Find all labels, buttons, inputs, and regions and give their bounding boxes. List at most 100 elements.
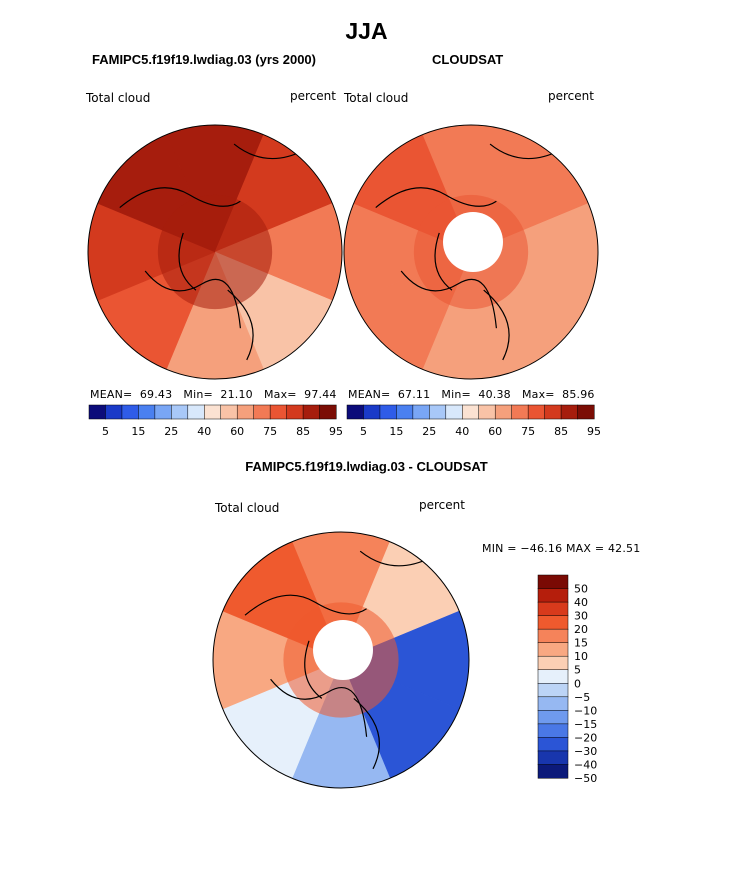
colorbar-swatch (138, 404, 156, 420)
colorbar-tick-label: 50 (574, 583, 588, 596)
colorbar-swatch (537, 750, 569, 766)
diff-units-label: percent (419, 498, 465, 512)
obs-max-label: Max= (521, 388, 555, 401)
colorbar-tick-label: 15 (389, 425, 403, 438)
diff-map (213, 532, 469, 788)
model-variable-label: Total cloud (86, 91, 151, 105)
colorbar-swatch (537, 710, 569, 725)
colorbar-tick-label: 85 (296, 425, 310, 438)
colorbar-tick-label: 40 (574, 596, 588, 609)
colorbar-tick-label: 25 (164, 425, 178, 438)
model-mean-label: MEAN= (90, 388, 133, 401)
colorbar-swatch (346, 404, 365, 420)
colorbar-swatch (544, 404, 562, 420)
colorbar-tick-label: 25 (422, 425, 436, 438)
colorbar-tick-label: −50 (574, 772, 597, 785)
colorbar-tick-label: 15 (131, 425, 145, 438)
colorbar-swatch (88, 404, 107, 420)
colorbar-tick-label: 40 (197, 425, 211, 438)
colorbar-swatch (286, 404, 304, 420)
colorbar-tick-label: −40 (574, 759, 597, 772)
colorbar-tick-label: 30 (574, 610, 588, 623)
obs-units-label: percent (548, 89, 594, 103)
colorbar-tick-label: −15 (574, 718, 597, 731)
colorbar-swatch (537, 723, 569, 738)
obs-panel-title: CLOUDSAT (432, 52, 504, 67)
coastline-1 (144, 270, 241, 329)
coastline-1 (270, 678, 368, 737)
coastline-1 (400, 270, 497, 329)
model-min-label: Min= (183, 388, 213, 401)
colorbar-swatch (511, 404, 529, 420)
model-map-border (87, 124, 343, 380)
colorbar-swatch (121, 404, 139, 420)
model-min-value: 21.10 (220, 388, 253, 401)
colorbar-swatch (105, 404, 123, 420)
coastline-4 (304, 640, 323, 699)
colorbar-swatch (537, 655, 569, 671)
coastline-0 (375, 187, 497, 209)
colorbar-swatch (537, 615, 569, 630)
obs-stats: MEAN= 67.11 Min= 40.38 Max= 85.96 (348, 388, 595, 401)
colorbar-swatch (537, 601, 569, 617)
obs-colorbar: 5 15 25 40 60 75 85 95 (346, 404, 601, 438)
colorbar-tick-label: 60 (230, 425, 244, 438)
colorbar-tick-label: 5 (574, 664, 581, 677)
figure-title: JJA (345, 18, 388, 44)
colorbar-tick-label: 5 (360, 425, 367, 438)
colorbar-tick-label: −30 (574, 745, 597, 758)
colorbar-swatch (445, 404, 463, 420)
colorbar-tick-label: −10 (574, 704, 597, 717)
colorbar-swatch (537, 737, 569, 752)
coastline-3 (227, 289, 254, 361)
model-mean-value: 69.43 (139, 388, 173, 401)
colorbar-tick-label: 15 (574, 637, 588, 650)
colorbar-swatch (379, 404, 397, 420)
colorbar-swatch (220, 404, 238, 420)
model-max-label: Max= (263, 388, 297, 401)
colorbar-tick-label: 75 (521, 425, 535, 438)
model-colorbar: 5 15 25 40 60 75 85 95 (88, 404, 343, 438)
diff-map-border (212, 531, 470, 789)
model-units-label: percent (290, 89, 336, 103)
colorbar-swatch (494, 404, 513, 420)
colorbar-swatch (412, 404, 430, 420)
colorbar-swatch (236, 404, 255, 420)
colorbar-swatch (537, 669, 569, 684)
model-stats: MEAN= 69.43 Min= 21.10 Max= 97.44 (90, 388, 337, 401)
colorbar-tick-label: 95 (329, 425, 343, 438)
colorbar-tick-label: 85 (554, 425, 568, 438)
colorbar-swatch (396, 404, 414, 420)
coastline-0 (119, 187, 241, 209)
obs-min-value: 40.38 (478, 388, 511, 401)
colorbar-tick-label: 40 (455, 425, 469, 438)
diff-variable-label: Total cloud (215, 501, 280, 515)
colorbar-swatch (537, 696, 569, 711)
coastline-4 (434, 232, 453, 291)
colorbar-swatch (302, 404, 321, 420)
diff-panel-title: FAMIPC5.f19f19.lwdiag.03 - CLOUDSAT (245, 459, 488, 474)
colorbar-tick-label: 95 (587, 425, 601, 438)
colorbar-swatch (154, 404, 172, 420)
polar-cap-region (157, 194, 273, 310)
colorbar-swatch (537, 574, 569, 590)
colorbar-swatch (527, 404, 546, 420)
colorbar-swatch (577, 404, 595, 420)
colorbar-swatch (537, 683, 569, 698)
colorbar-swatch (537, 764, 569, 779)
obs-mean-value: 67.11 (397, 388, 431, 401)
colorbar-tick-label: −5 (574, 691, 590, 704)
colorbar-swatch (204, 404, 222, 420)
colorbar-tick-label: −20 (574, 731, 597, 744)
colorbar-tick-label: 0 (574, 677, 581, 690)
colorbar-swatch (187, 404, 205, 420)
colorbar-swatch (462, 404, 480, 420)
pole-data-gap (443, 212, 503, 272)
model-panel-title: FAMIPC5.f19f19.lwdiag.03 (yrs 2000) (92, 52, 316, 67)
colorbar-swatch (560, 404, 579, 420)
colorbar-swatch (269, 404, 288, 420)
colorbar-swatch (537, 588, 569, 603)
colorbar-swatch (319, 404, 337, 420)
